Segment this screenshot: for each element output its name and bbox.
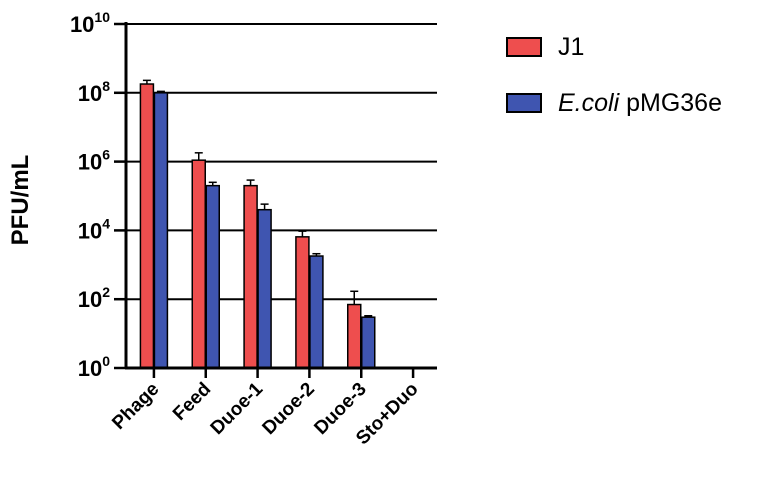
y-tick-exponent: 0: [102, 353, 110, 369]
bar-ecoli-phage: [153, 92, 169, 369]
y-tick-exponent: 6: [102, 147, 110, 163]
y-tick-base: 10: [78, 218, 102, 243]
legend-item-ecoli: E.coli pMG36e: [506, 86, 722, 120]
bar-ecoli-duoe-2: [309, 255, 324, 369]
y-tick-base: 10: [70, 12, 94, 37]
y-tick-exponent: 2: [102, 284, 110, 300]
gridlines: [126, 23, 437, 301]
y-tick-base: 10: [78, 287, 102, 312]
bar-ecoli-duoe-3: [361, 316, 376, 369]
y-tick-label-2: 102: [78, 284, 110, 312]
y-tick-label-10: 1010: [70, 9, 110, 37]
axes: [114, 22, 437, 378]
legend-label-ecoli-italic: E.coli: [558, 88, 620, 117]
bar-j1-feed: [191, 159, 206, 369]
y-tick-exponent: 4: [102, 215, 110, 231]
legend-swatch-ecoli: [506, 93, 542, 113]
y-tick-label-6: 106: [78, 147, 110, 175]
bar-ecoli-duoe-1: [257, 208, 272, 369]
bar-ecoli-feed: [205, 184, 220, 369]
y-tick-base: 10: [78, 81, 102, 106]
x-tick-label-duoe-2: Duoe-2: [259, 379, 319, 439]
bar-j1-duoe-2: [295, 236, 310, 369]
legend-label-j1: J1: [558, 32, 585, 61]
y-tick-exponent: 10: [94, 9, 110, 25]
x-tick-label-phage: Phage: [108, 379, 163, 434]
legend-swatch-j1: [506, 37, 542, 57]
y-tick-exponent: 8: [102, 78, 110, 94]
y-tick-label-4: 104: [78, 215, 110, 243]
legend-item-j1: J1: [506, 30, 722, 64]
bar-j1-phage: [139, 83, 155, 369]
y-tick-label-8: 108: [78, 78, 110, 106]
bar-j1-duoe-3: [347, 303, 362, 369]
legend-label-ecoli: E.coli pMG36e: [558, 89, 722, 118]
y-tick-base: 10: [78, 356, 102, 381]
legend-label-ecoli-rest: pMG36e: [619, 88, 722, 117]
bars: [139, 79, 376, 369]
x-tick-label-duoe-1: Duoe-1: [207, 378, 268, 439]
y-tick-base: 10: [78, 150, 102, 175]
y-axis-label: PFU/mL: [7, 155, 34, 246]
y-tick-label-0: 100: [78, 353, 110, 381]
bar-j1-duoe-1: [243, 184, 258, 369]
x-tick-label-feed: Feed: [169, 379, 215, 425]
legend: J1 E.coli pMG36e: [506, 30, 722, 142]
